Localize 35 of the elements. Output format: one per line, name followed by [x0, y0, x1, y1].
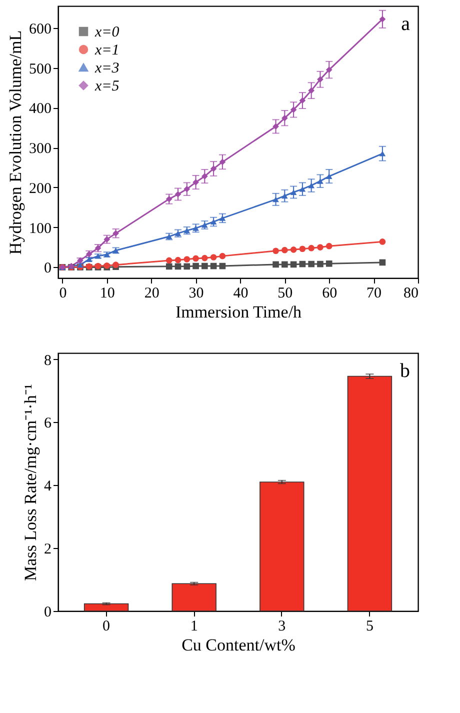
- x-tick-label: 1: [190, 618, 198, 634]
- legend-label: x=1: [94, 42, 120, 58]
- y-tick-label: 0: [44, 260, 52, 277]
- legend-label: x=5: [94, 78, 120, 94]
- y-tick-label: 400: [29, 101, 52, 118]
- x-tick-label: 0: [59, 286, 67, 302]
- x-tick-label: 30: [188, 286, 204, 302]
- x-tick-label: 60: [322, 286, 338, 302]
- y-axis-title: Hydrogen Evolution Volume/mL: [6, 30, 25, 255]
- legend-label: x=3: [94, 60, 120, 76]
- y-tick-label: 4: [44, 478, 52, 495]
- y-axis-title: Mass Loss Rate/mg·cm⁻¹·h⁻¹: [21, 384, 40, 581]
- x-tick-label: 5: [366, 618, 374, 634]
- x-tick-label: 70: [366, 286, 382, 302]
- y-tick-label: 8: [44, 352, 52, 369]
- annotation: a: [401, 13, 410, 35]
- x-tick-label: 80: [404, 286, 418, 302]
- x-tick-label: 40: [233, 286, 248, 302]
- y-tick-label: 600: [29, 21, 52, 38]
- y-tick-label: 2: [44, 542, 52, 558]
- y-tick-label: 100: [29, 220, 52, 237]
- x-tick-label: 3: [278, 618, 286, 634]
- annotation: b: [400, 360, 410, 382]
- legend-label: x=0: [94, 24, 120, 40]
- y-tick-label: 300: [29, 141, 52, 158]
- x-axis-title: Immersion Time/h: [175, 302, 302, 322]
- y-tick-label: 200: [29, 180, 52, 197]
- y-tick-label: 500: [29, 61, 52, 78]
- y-tick-label: 0: [44, 604, 52, 620]
- x-tick-label: 0: [102, 618, 110, 634]
- y-tick-label: 6: [44, 416, 52, 432]
- x-tick-label: 50: [278, 286, 293, 302]
- x-tick-label: 20: [144, 286, 160, 302]
- x-axis-title: Cu Content/wt%: [182, 636, 296, 654]
- x-tick-label: 10: [100, 286, 115, 302]
